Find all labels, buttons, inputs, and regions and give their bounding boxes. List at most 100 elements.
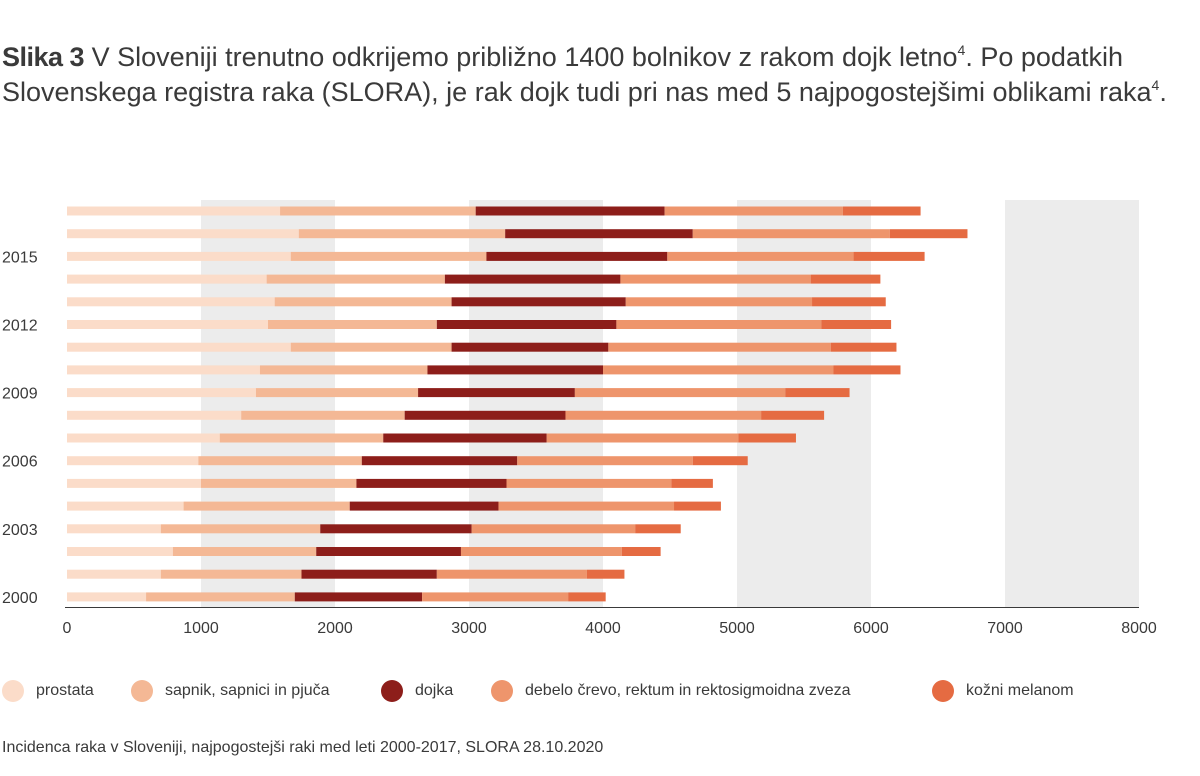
bar-debelo-2007 (546, 433, 739, 443)
bar-dojka-2008 (404, 410, 566, 420)
legend-label-prostata: prostata (36, 682, 94, 699)
legend-label-dojka: dojka (415, 682, 454, 699)
bar-prostata-2006 (67, 456, 199, 466)
legend-swatch-sapnik (131, 680, 153, 702)
bar-kozni-2016 (889, 229, 968, 239)
title-end-2: . (1159, 77, 1167, 107)
bar-prostata-2010 (67, 365, 260, 375)
x-tick-label-4000: 4000 (585, 620, 621, 637)
bar-sapnik-2010 (259, 365, 428, 375)
bar-sapnik-2013 (274, 297, 452, 307)
bar-debelo-2003 (471, 524, 636, 534)
bar-prostata-2000 (67, 592, 147, 602)
title-line-1: V Sloveniji trenutno odkrijemo približno… (91, 42, 958, 72)
bar-prostata-2003 (67, 524, 161, 534)
bar-dojka-2015 (486, 251, 668, 261)
bar-dojka-2002 (316, 547, 461, 556)
bar-sapnik-2003 (160, 524, 321, 534)
legend-swatch-debelo (491, 680, 513, 702)
x-tick-label-7000: 7000 (987, 620, 1023, 637)
bar-sapnik-2002 (172, 547, 317, 556)
bar-prostata-2001 (67, 569, 161, 579)
bar-debelo-2008 (565, 410, 762, 420)
chart-title: Slika 3 V Sloveniji trenutno odkrijemo p… (2, 40, 1182, 110)
bar-dojka-2000 (294, 592, 423, 602)
bar-dojka-2005 (356, 478, 507, 488)
stacked-bar-chart: 2015 2012 2009 2006 2003 2000 0 1000 2000 3000 400… (2, 200, 1157, 637)
y-tick-label-2000: 2000 (2, 590, 38, 607)
grid-band-2 (737, 200, 871, 608)
bar-sapnik-2014 (266, 274, 445, 284)
bar-debelo-2017 (664, 206, 843, 216)
legend-swatch-dojka (381, 680, 403, 702)
bar-kozni-2017 (842, 206, 921, 216)
bar-debelo-2013 (625, 297, 813, 307)
chart-caption: Incidenca raka v Sloveniji, najpogostejš… (2, 739, 604, 756)
bar-sapnik-2005 (201, 478, 357, 488)
legend-label-kozni: kožni melanom (966, 682, 1074, 699)
bar-prostata-2012 (67, 320, 268, 329)
bar-dojka-2003 (320, 524, 472, 534)
bar-kozni-2011 (830, 342, 897, 352)
bar-dojka-2009 (418, 388, 575, 398)
bar-debelo-2006 (517, 456, 693, 466)
title-line-2: Po podatkih Slovenskega registra raka (S… (2, 42, 1152, 107)
bar-prostata-2017 (67, 206, 281, 216)
bar-kozni-2003 (635, 524, 681, 534)
bar-prostata-2014 (67, 274, 267, 284)
title-end-1: . (965, 42, 973, 72)
bar-debelo-2004 (498, 501, 675, 511)
bar-kozni-2010 (833, 365, 901, 375)
bar-prostata-2011 (67, 342, 291, 352)
legend-item-kozni: kožni melanom (932, 676, 1074, 706)
bar-dojka-2014 (444, 274, 621, 284)
figure-label: Slika 3 (2, 42, 85, 72)
bar-sapnik-2001 (160, 569, 302, 579)
legend-item-sapnik: sapnik, sapnici in pjuča (131, 676, 330, 706)
bar-dojka-2001 (301, 569, 437, 579)
bar-sapnik-2015 (290, 251, 487, 261)
bar-dojka-2007 (383, 433, 547, 443)
bar-dojka-2006 (361, 456, 518, 466)
chart-legend: prostata sapnik, sapnici in pjuča dojka … (0, 676, 1200, 706)
bar-debelo-2014 (620, 274, 811, 284)
bar-sapnik-2004 (183, 501, 350, 511)
grid-band-3 (1005, 200, 1139, 608)
bar-sapnik-2012 (268, 320, 437, 329)
bar-sapnik-2008 (241, 410, 405, 420)
bar-debelo-2000 (422, 592, 569, 602)
bar-sapnik-2017 (280, 206, 476, 216)
legend-label-debelo: debelo črevo, rektum in rektosigmoidna z… (525, 682, 851, 699)
x-tick-label-1000: 1000 (183, 620, 219, 637)
y-tick-label-2012: 2012 (2, 318, 38, 335)
bar-kozni-2008 (761, 410, 825, 420)
bar-kozni-2012 (821, 320, 892, 329)
x-tick-label-3000: 3000 (451, 620, 487, 637)
legend-item-prostata: prostata (2, 676, 94, 706)
legend-item-debelo: debelo črevo, rektum in rektosigmoidna z… (491, 676, 851, 706)
footnote-ref-2: 4 (1151, 77, 1160, 93)
bar-prostata-2009 (67, 388, 256, 398)
bar-kozni-2015 (853, 251, 925, 261)
bar-prostata-2015 (67, 251, 291, 261)
bar-debelo-2011 (608, 342, 831, 352)
bar-kozni-2004 (674, 501, 721, 511)
bar-kozni-2000 (568, 592, 606, 602)
bar-debelo-2015 (667, 251, 854, 261)
bar-prostata-2002 (67, 547, 173, 556)
bar-debelo-2009 (574, 388, 786, 398)
bar-kozni-2009 (785, 388, 850, 398)
bar-kozni-2001 (586, 569, 625, 579)
bar-sapnik-2016 (298, 229, 506, 239)
bar-dojka-2017 (475, 206, 665, 216)
bar-kozni-2014 (810, 274, 881, 284)
bar-sapnik-2006 (198, 456, 362, 466)
legend-swatch-kozni (932, 680, 954, 702)
bar-prostata-2007 (67, 433, 220, 443)
bar-debelo-2016 (692, 229, 890, 239)
bar-sapnik-2009 (255, 388, 419, 398)
bar-prostata-2013 (67, 297, 275, 307)
legend-item-dojka: dojka (381, 676, 453, 706)
bar-dojka-2016 (505, 229, 693, 239)
bar-debelo-2010 (603, 365, 834, 375)
